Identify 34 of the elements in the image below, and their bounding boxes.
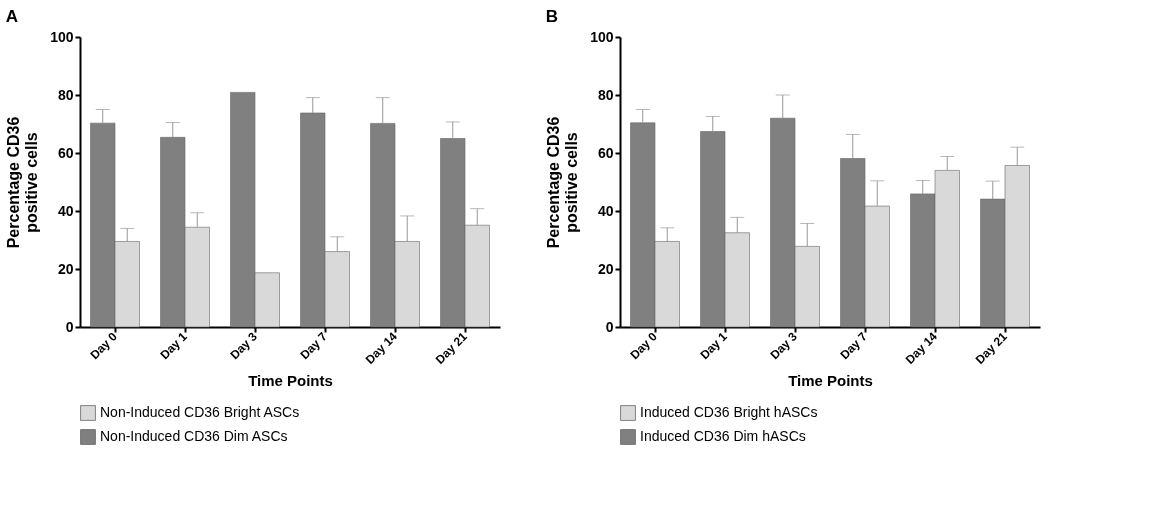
x-tick-label: Day 21 — [432, 329, 471, 367]
y-tick-label: 100 — [590, 28, 614, 45]
x-axis-title: Time Points — [248, 372, 333, 390]
y-tick-label: 20 — [57, 260, 74, 277]
y-tick-label: 80 — [57, 86, 74, 103]
legend-label: Induced CD36 Dim hASCs — [640, 428, 806, 444]
x-tick-label: Day 14 — [362, 329, 401, 367]
y-axis-title: Percentage CD36 positive cells — [5, 116, 41, 249]
y-tick-label: 20 — [597, 260, 614, 277]
y-tick-label: 0 — [605, 318, 614, 335]
x-tick-label: Day 7 — [837, 329, 871, 363]
x-tick-label: Day 0 — [87, 329, 121, 363]
x-tick-label: Day 1 — [157, 329, 191, 363]
x-tick-label: Day 0 — [627, 329, 661, 363]
y-tick-label: 40 — [57, 202, 74, 219]
chart-title: B — [545, 7, 558, 26]
x-tick-label: Day 7 — [297, 329, 331, 363]
y-tick-label: 60 — [57, 144, 74, 161]
legend-label: Non-Induced CD36 Dim ASCs — [100, 428, 288, 444]
x-tick-label: Day 3 — [767, 329, 801, 363]
x-tick-label: Day 3 — [227, 329, 261, 363]
y-tick-label: 60 — [597, 144, 614, 161]
y-axis-title: Percentage CD36 positive cells — [545, 116, 581, 249]
x-axis-title: Time Points — [788, 372, 873, 390]
y-tick-label: 0 — [65, 318, 74, 335]
y-tick-label: 80 — [597, 86, 614, 103]
legend-label: Induced CD36 Bright hASCs — [640, 404, 818, 420]
chart-title: A — [5, 7, 18, 26]
x-tick-label: Day 14 — [902, 329, 941, 367]
y-tick-label: 100 — [50, 28, 74, 45]
x-tick-label: Day 1 — [697, 329, 731, 363]
y-tick-label: 40 — [597, 202, 614, 219]
legend-label: Non-Induced CD36 Bright ASCs — [100, 404, 300, 420]
x-tick-label: Day 21 — [972, 329, 1011, 367]
